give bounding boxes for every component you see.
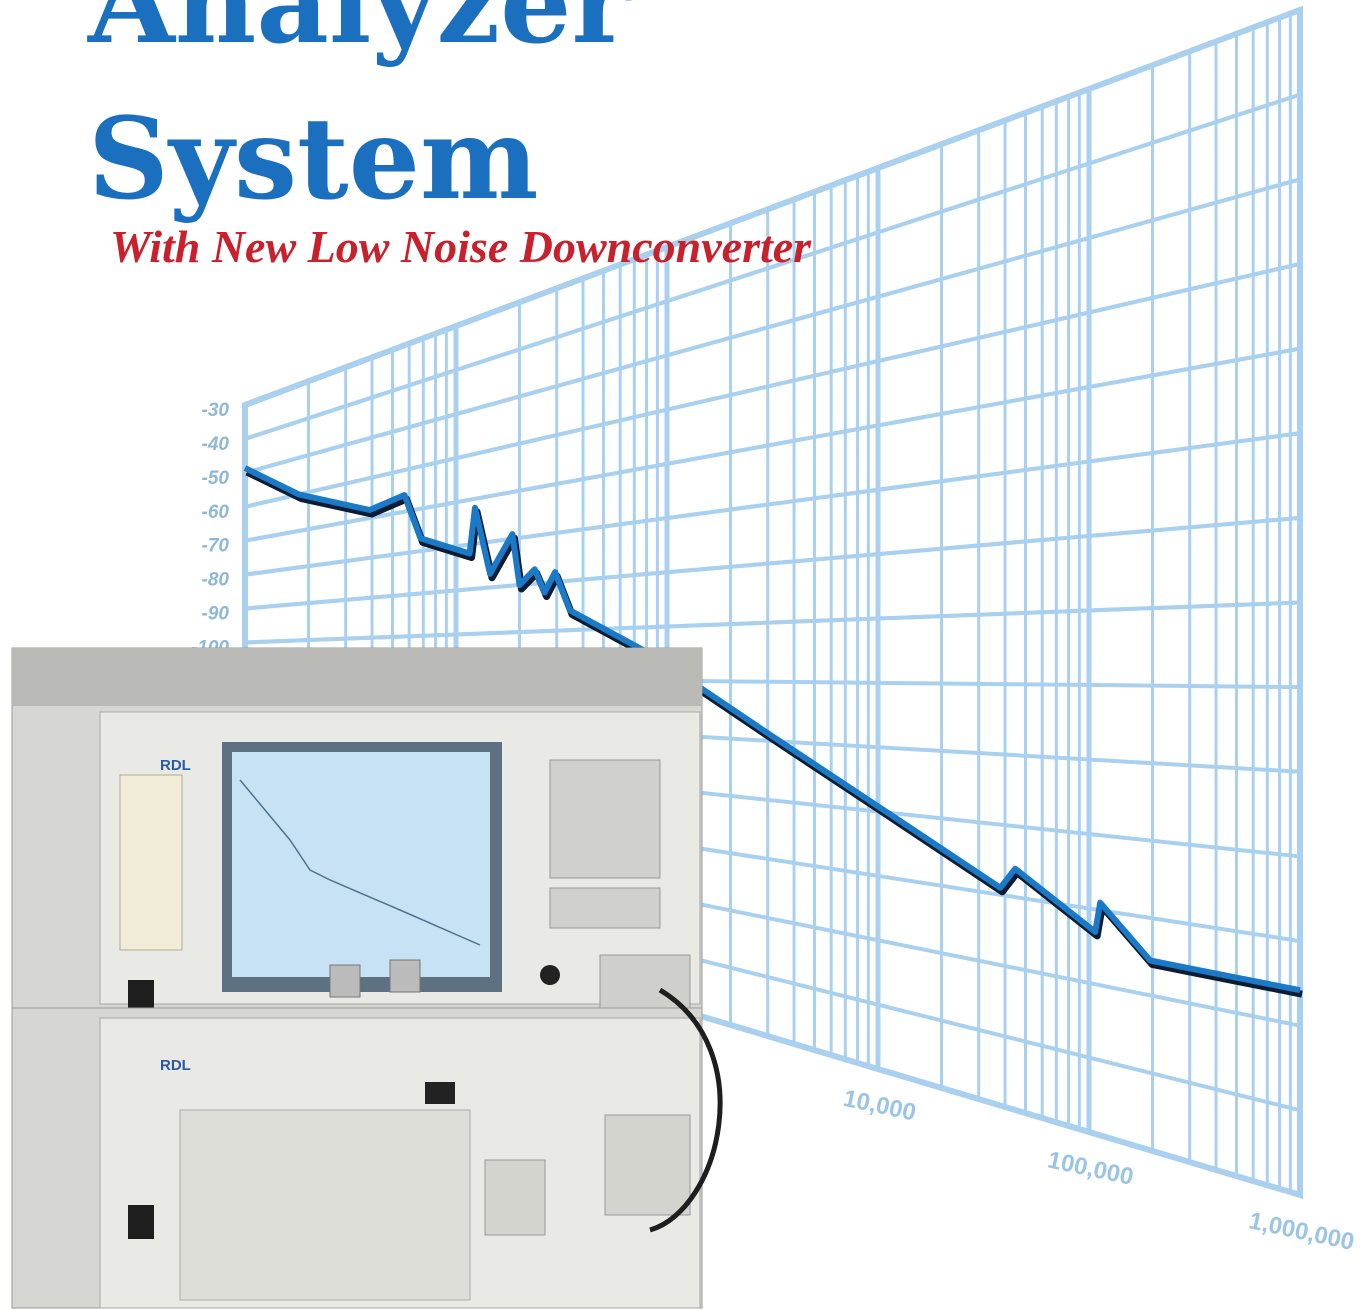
grid-line — [244, 431, 1301, 577]
selector — [425, 1082, 455, 1104]
title-line: System — [88, 94, 539, 225]
title-line: Analyzer — [87, 0, 632, 69]
power-switch — [128, 1205, 154, 1239]
brand-label: RDL — [160, 757, 191, 774]
grid-line — [244, 600, 1301, 645]
connector — [329, 964, 361, 998]
upper-unit-top — [12, 648, 702, 706]
function-keys — [549, 887, 661, 929]
y-tick-label: -70 — [202, 536, 230, 557]
screen — [232, 752, 490, 977]
keypad — [549, 759, 661, 879]
instrument: RDL RDL — [11, 647, 723, 1309]
floppy-drive — [119, 774, 183, 951]
x-tick-label: 100,000 — [1045, 1146, 1135, 1190]
screen-trace — [239, 779, 481, 946]
switch-panel — [179, 1109, 471, 1301]
output-port — [604, 1114, 691, 1216]
y-tick-label: -30 — [202, 400, 230, 421]
y-tick-label: -60 — [202, 502, 230, 523]
brand-label: RDL — [160, 1057, 191, 1074]
y-tick-label: -50 — [202, 468, 230, 489]
y-tick-label: -40 — [202, 434, 230, 455]
grid-line — [244, 177, 1301, 475]
y-tick-label: -90 — [202, 604, 230, 625]
cable — [649, 987, 723, 1233]
connector — [389, 959, 421, 993]
trace — [243, 465, 1303, 998]
grid-line — [244, 92, 1301, 441]
grid-line — [244, 261, 1301, 509]
port — [484, 1159, 546, 1236]
grid-line — [244, 346, 1301, 543]
y-tick-label: -80 — [202, 570, 230, 591]
knob — [540, 965, 560, 985]
grid: -30-40-50-60-70-80-90-10010,000100,0001,… — [191, 5, 1357, 1256]
power-switch — [128, 980, 154, 1010]
grid-line — [244, 515, 1301, 611]
input-port — [599, 954, 691, 1016]
x-tick-label: 10,000 — [841, 1085, 918, 1127]
trace-line — [243, 465, 1301, 994]
x-tick-label: 1,000,000 — [1247, 1207, 1357, 1256]
subtitle: With New Low Noise Downconverter — [110, 221, 812, 272]
